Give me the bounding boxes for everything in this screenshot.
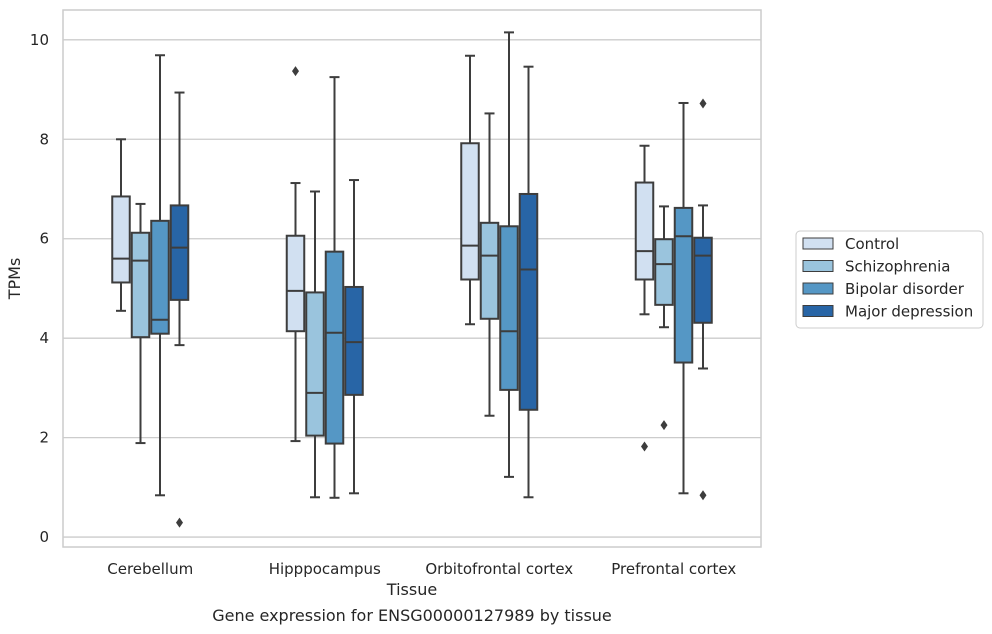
iqr-box — [460, 142, 480, 281]
y-tick-label: 4 — [39, 329, 49, 347]
box-3-3 — [693, 98, 713, 501]
iqr-box — [169, 204, 190, 301]
box-0-3 — [169, 91, 190, 528]
box-1-1 — [305, 190, 325, 499]
box-0-1 — [130, 202, 151, 445]
iqr-box — [518, 192, 539, 411]
x-tick-label: Cerebellum — [107, 560, 193, 578]
iqr-box — [111, 195, 131, 284]
iqr-box — [324, 250, 345, 445]
box-1-3 — [344, 179, 364, 495]
legend-swatch — [802, 282, 834, 295]
outlier-point — [176, 517, 183, 528]
iqr-box — [150, 219, 170, 335]
legend-label: Control — [845, 235, 899, 253]
iqr-box — [499, 225, 519, 391]
y-tick-label: 2 — [39, 429, 49, 447]
iqr-box — [479, 221, 500, 320]
x-tick-labels: Cerebellum Hipppocampus Orbitofrontal cort… — [107, 560, 736, 578]
box-0-2 — [150, 54, 170, 497]
outlier-point — [292, 66, 299, 77]
outlier-point — [641, 441, 648, 452]
box-groups — [111, 31, 713, 528]
x-tick-label: Orbitofrontal cortex — [425, 560, 573, 578]
box-0-0 — [111, 138, 131, 312]
legend-label: Major depression — [845, 303, 973, 321]
y-tick-labels: 0 2 4 6 8 10 — [30, 31, 49, 546]
box-3-2 — [673, 101, 694, 495]
box-2-0 — [460, 54, 480, 326]
x-axis-label: Tissue — [386, 580, 437, 599]
legend-swatch — [802, 237, 834, 250]
y-tick-label: 10 — [30, 31, 49, 49]
outlier-point — [699, 490, 707, 501]
iqr-box — [305, 291, 325, 437]
y-axis-label: TPMs — [5, 258, 24, 301]
legend-swatch — [802, 260, 834, 272]
iqr-box — [344, 285, 364, 396]
iqr-box — [654, 238, 674, 306]
y-tick-label: 0 — [39, 528, 49, 546]
box-2-2 — [499, 31, 519, 478]
box-2-3 — [518, 65, 539, 499]
x-tick-label: Hipppocampus — [269, 560, 381, 578]
plot-frame — [62, 9, 762, 548]
iqr-box — [285, 234, 306, 333]
box-2-1 — [479, 112, 500, 417]
x-tick-label: Prefrontal cortex — [611, 560, 736, 578]
box-3-1 — [654, 205, 674, 431]
legend-label: Bipolar disorder — [845, 280, 965, 298]
box-1-0 — [285, 66, 306, 443]
legend: Control Schizophrenia Bipolar disorder Majo… — [795, 230, 984, 329]
chart-caption: Gene expression for ENSG00000127989 by t… — [212, 606, 612, 625]
y-tick-label: 8 — [39, 130, 49, 148]
outlier-point — [699, 98, 707, 109]
legend-label: Schizophrenia — [845, 258, 950, 276]
iqr-box — [634, 181, 655, 281]
legend-swatch — [802, 305, 834, 317]
legend-frame — [795, 230, 984, 329]
iqr-box — [130, 231, 151, 339]
outlier-point — [660, 420, 668, 431]
box-1-2 — [324, 76, 345, 499]
y-tick-label: 6 — [39, 230, 49, 248]
iqr-box — [693, 236, 713, 324]
iqr-box — [673, 206, 694, 364]
box-3-0 — [634, 144, 655, 452]
